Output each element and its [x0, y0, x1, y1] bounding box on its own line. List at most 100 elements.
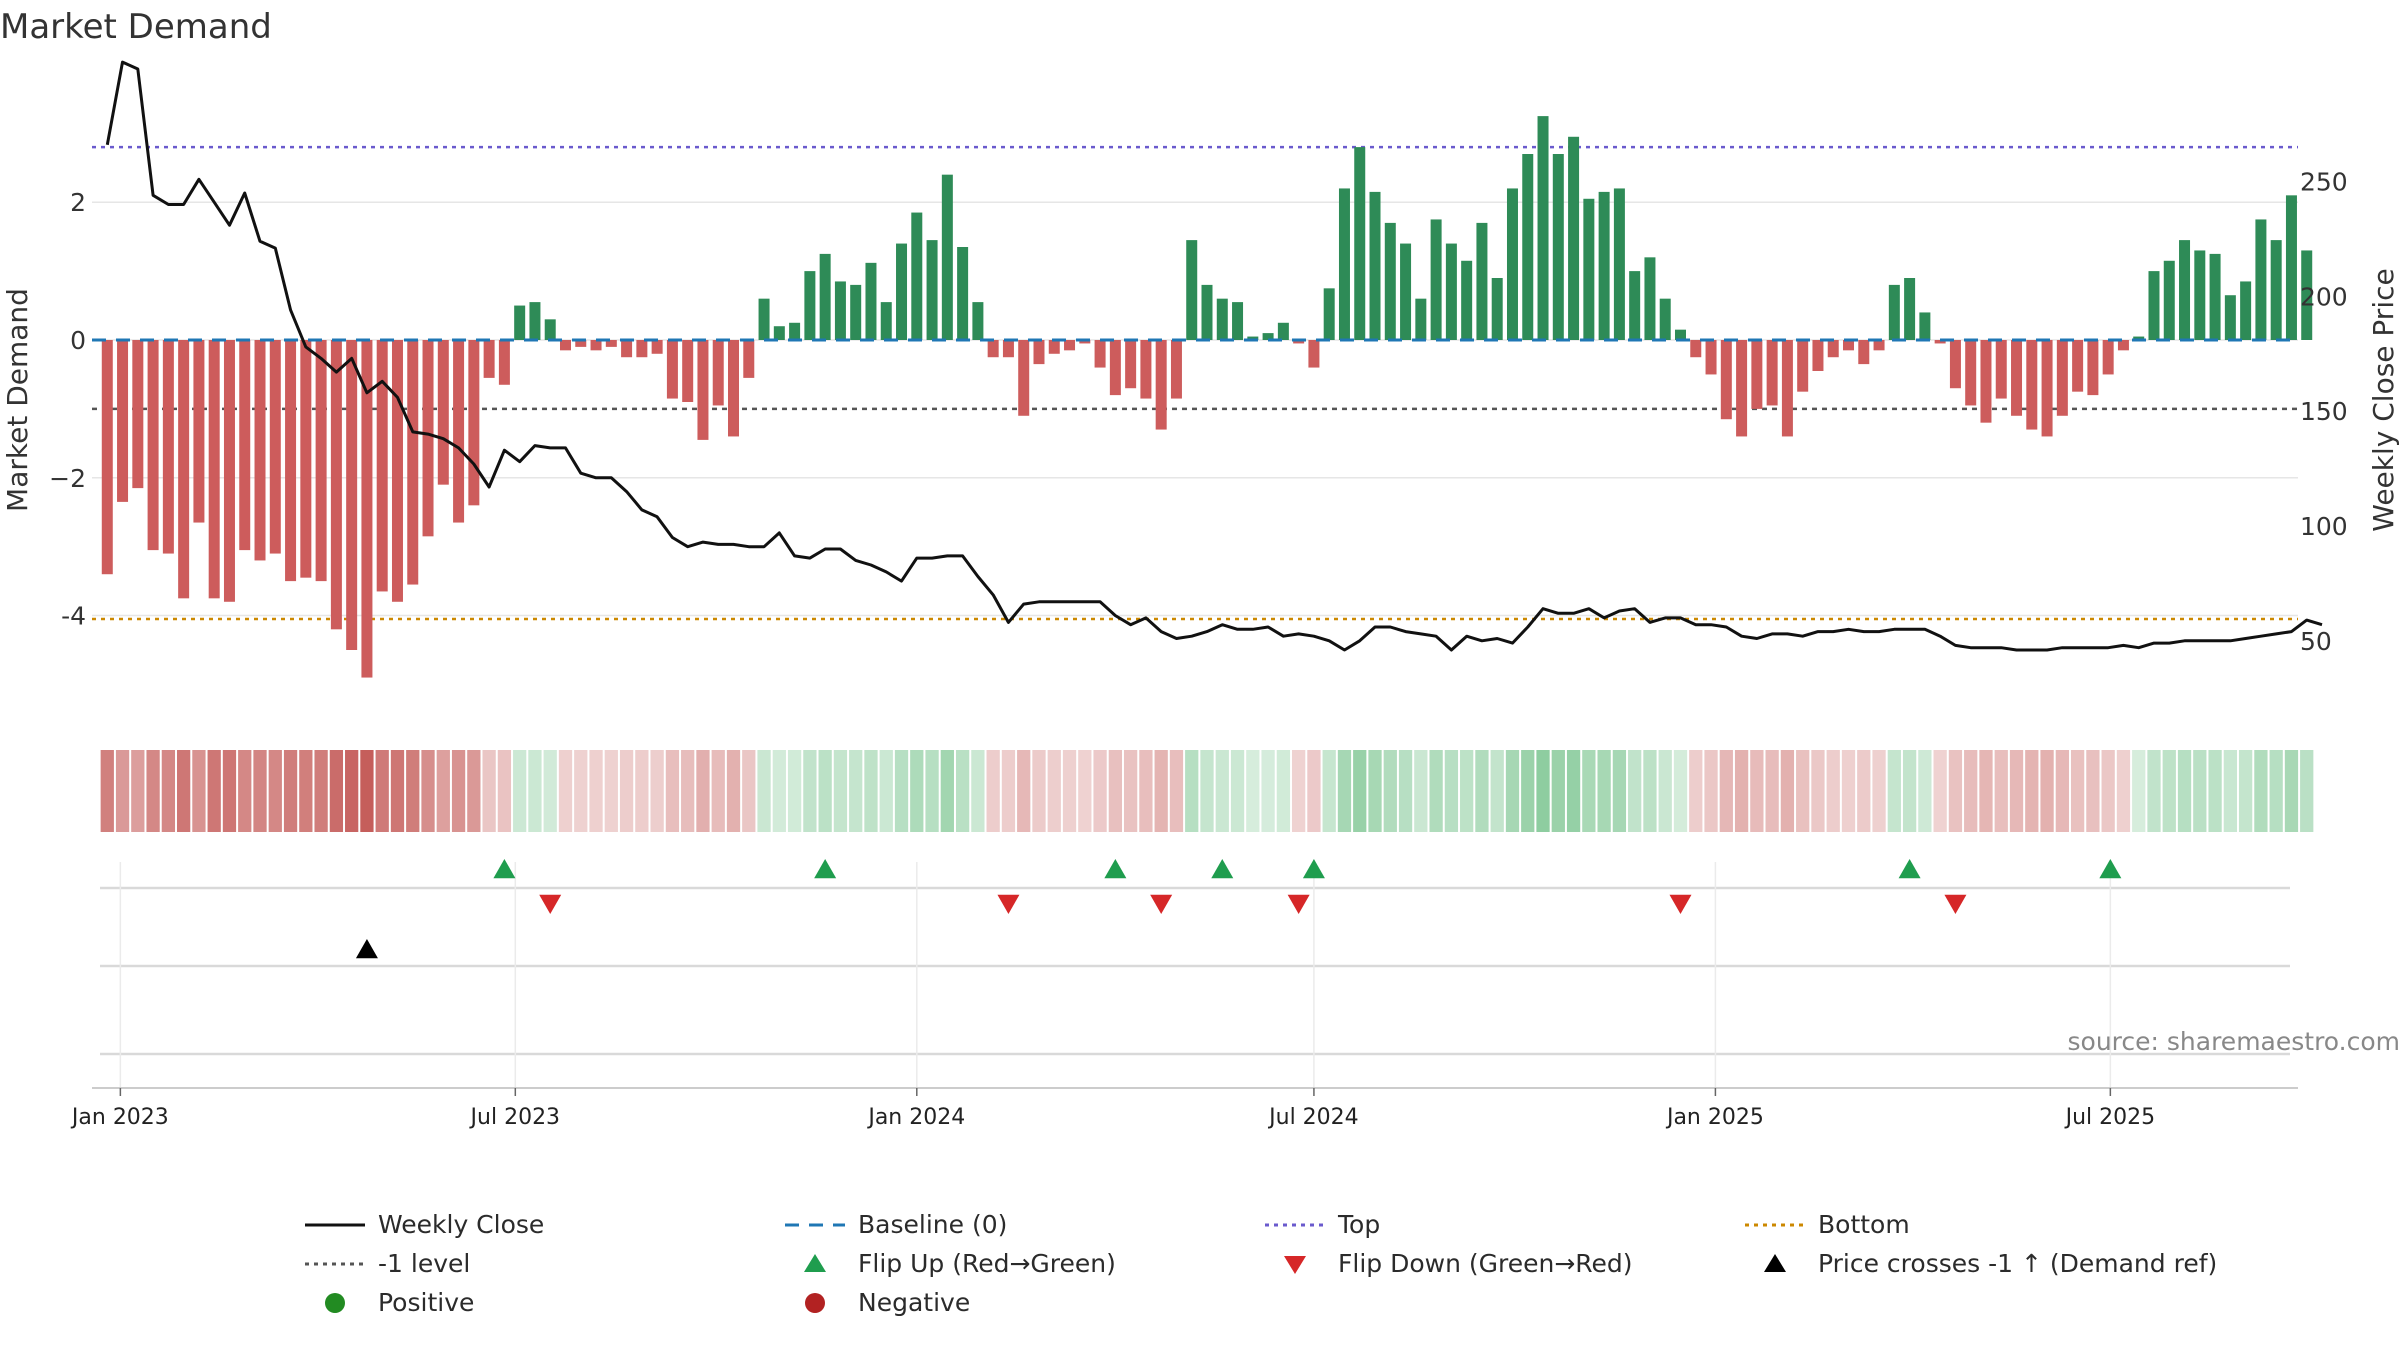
heat-cell	[1444, 750, 1459, 832]
demand-bar	[712, 340, 724, 406]
legend-label: Price crosses -1 ↑ (Demand ref)	[1818, 1249, 2218, 1278]
demand-bar	[834, 281, 846, 340]
heat-cell	[1887, 750, 1901, 832]
demand-bar	[697, 340, 709, 440]
heat-cell	[1215, 750, 1229, 832]
flip-down-marker	[1669, 894, 1692, 914]
demand-bar	[896, 243, 908, 340]
x-tick-label: Jan 2025	[1665, 1105, 1764, 1130]
demand-bar	[1506, 188, 1518, 340]
demand-bar	[1751, 340, 1763, 409]
heat-cell	[451, 750, 466, 832]
demand-bar	[514, 305, 526, 340]
heat-cell	[1689, 750, 1703, 832]
demand-bar	[926, 240, 938, 340]
heat-cell	[1490, 750, 1504, 832]
chart-title: Market Demand	[0, 7, 272, 47]
heat-cell	[1994, 750, 2008, 832]
heat-cell	[2269, 750, 2283, 832]
demand-bar	[1552, 154, 1564, 340]
heat-cell	[711, 750, 725, 832]
demand-bar	[1843, 340, 1855, 351]
heat-cell	[1566, 750, 1581, 832]
heat-cell	[1933, 750, 1947, 832]
legend-item: Negative	[780, 1283, 1260, 1322]
heat-cell	[1123, 750, 1138, 832]
legend-key-icon	[305, 1223, 365, 1226]
heat-cell	[375, 750, 389, 832]
heat-cell	[177, 750, 191, 832]
demand-bar	[1690, 340, 1702, 358]
heat-cell	[1032, 750, 1046, 832]
heat-cell	[1246, 750, 1260, 832]
demand-bar	[1354, 147, 1366, 340]
flip-up-marker	[1211, 859, 1234, 879]
demand-bar	[376, 340, 388, 592]
demand-bar	[1109, 340, 1121, 396]
demand-bar	[1644, 257, 1656, 340]
demand-bar	[1934, 340, 1946, 344]
right-axis-label: Weekly Close Price	[2367, 268, 2400, 531]
heat-cell	[1185, 750, 1199, 832]
demand-bar	[1247, 336, 1259, 340]
demand-bar	[789, 322, 801, 340]
demand-bar	[2163, 260, 2175, 340]
demand-bar	[2102, 340, 2114, 375]
demand-bar	[1522, 154, 1534, 340]
legend-label: Positive	[378, 1288, 475, 1317]
demand-bar	[422, 340, 434, 537]
legend-key-icon	[805, 1292, 825, 1313]
demand-bar	[559, 340, 571, 351]
heat-cell	[2009, 750, 2024, 832]
demand-bar	[2179, 240, 2191, 340]
heat-cell	[2086, 750, 2100, 832]
demand-bar	[1537, 116, 1549, 340]
heat-cell	[1597, 750, 1611, 832]
legend-label: Negative	[858, 1288, 971, 1317]
heat-cell	[1658, 750, 1672, 832]
demand-bar	[1888, 284, 1900, 340]
legend-label: Flip Down (Green→Red)	[1338, 1249, 1633, 1278]
heat-cell	[1505, 750, 1520, 832]
heat-cell	[2147, 750, 2161, 832]
heat-cell	[1001, 750, 1016, 832]
demand-bar	[1965, 340, 1977, 406]
demand-bar	[1995, 340, 2007, 399]
demand-bar	[1430, 219, 1442, 340]
heat-cell	[436, 750, 450, 832]
heat-cell	[1108, 750, 1122, 832]
legend-key-icon	[1265, 1223, 1325, 1226]
heat-cell	[1918, 750, 1932, 832]
heat-cell	[1017, 750, 1031, 832]
demand-bar	[132, 340, 144, 489]
legend-item: -1 level	[300, 1244, 780, 1283]
demand-bar	[1980, 340, 1992, 423]
event-lanes	[92, 862, 2298, 1090]
heat-cell	[528, 750, 542, 832]
heat-cell	[849, 750, 863, 832]
heat-cell	[1062, 750, 1077, 832]
demand-bar	[239, 340, 251, 551]
left-tick-label: −2	[49, 464, 86, 493]
demand-bar	[819, 253, 831, 340]
heat-cell	[925, 750, 939, 832]
x-axis-ticks: Jan 2023 Jul 2023 Jan 2024 Jul 2024 Jan 2025…	[70, 1088, 2155, 1130]
demand-bar	[1919, 312, 1931, 340]
heat-cell	[1964, 750, 1978, 832]
legend-key-icon	[785, 1223, 845, 1226]
flip-up-marker	[493, 859, 516, 879]
event-markers	[355, 859, 2122, 959]
left-axis-ticks: 2 0 −2 -4	[49, 188, 86, 630]
demand-bar	[2224, 295, 2236, 340]
heat-cell	[818, 750, 832, 832]
demand-bar	[1827, 340, 1839, 358]
x-tick-label: Jan 2024	[866, 1105, 965, 1130]
legend-item: Weekly Close	[300, 1205, 780, 1244]
legend-item: Flip Down (Green→Red)	[1260, 1244, 1740, 1283]
demand-bar	[1629, 271, 1641, 340]
heat-cell	[222, 750, 237, 832]
demand-bar	[1048, 340, 1060, 354]
heat-cell	[2055, 750, 2069, 832]
demand-bar	[269, 340, 281, 554]
heat-cell	[558, 750, 573, 832]
